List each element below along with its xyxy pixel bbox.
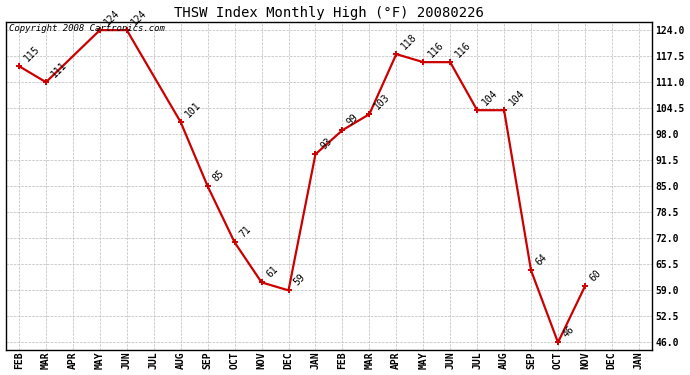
Text: 64: 64 [534, 252, 549, 268]
Text: 124: 124 [103, 8, 122, 27]
Text: 104: 104 [480, 88, 500, 107]
Text: 61: 61 [264, 264, 279, 280]
Text: 103: 103 [372, 92, 392, 111]
Text: 99: 99 [345, 112, 361, 128]
Text: 71: 71 [237, 224, 253, 240]
Text: 93: 93 [318, 136, 333, 152]
Text: 118: 118 [399, 32, 419, 51]
Text: 85: 85 [210, 168, 226, 183]
Text: 46: 46 [561, 324, 576, 340]
Text: 111: 111 [49, 60, 68, 80]
Text: Copyright 2008 Cartronics.com: Copyright 2008 Cartronics.com [9, 24, 165, 33]
Text: 115: 115 [22, 44, 41, 63]
Text: 116: 116 [453, 40, 473, 59]
Text: 124: 124 [130, 8, 149, 27]
Text: 60: 60 [588, 268, 603, 284]
Text: 104: 104 [507, 88, 526, 107]
Text: 101: 101 [184, 100, 203, 119]
Text: 59: 59 [291, 272, 306, 288]
Text: 116: 116 [426, 40, 446, 59]
Title: THSW Index Monthly High (°F) 20080226: THSW Index Monthly High (°F) 20080226 [174, 6, 484, 20]
